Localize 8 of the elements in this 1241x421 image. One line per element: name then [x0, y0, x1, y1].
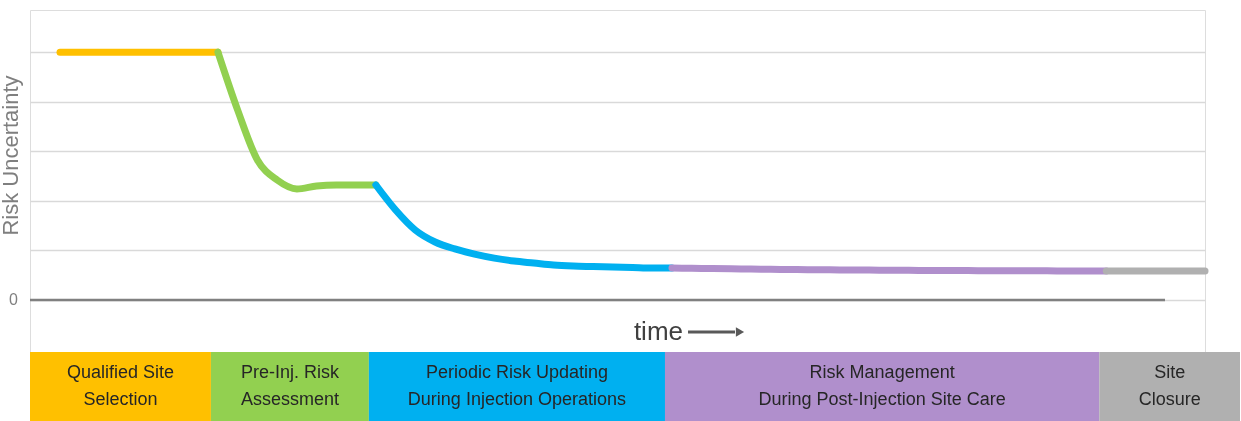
text: Site Closure [1138, 362, 1201, 409]
text: 0 [9, 291, 19, 308]
text: Qualified Site Selection [66, 362, 174, 409]
text: Risk Management During Post-Injection Site Care [758, 362, 1006, 409]
y-axis-title: Risk Uncertainty [0, 75, 23, 236]
x-axis-title: time [633, 316, 683, 346]
text: Pre-Inj. Risk Assessment [240, 362, 340, 409]
text: Periodic Risk Updating During Injection Operations [407, 362, 626, 409]
